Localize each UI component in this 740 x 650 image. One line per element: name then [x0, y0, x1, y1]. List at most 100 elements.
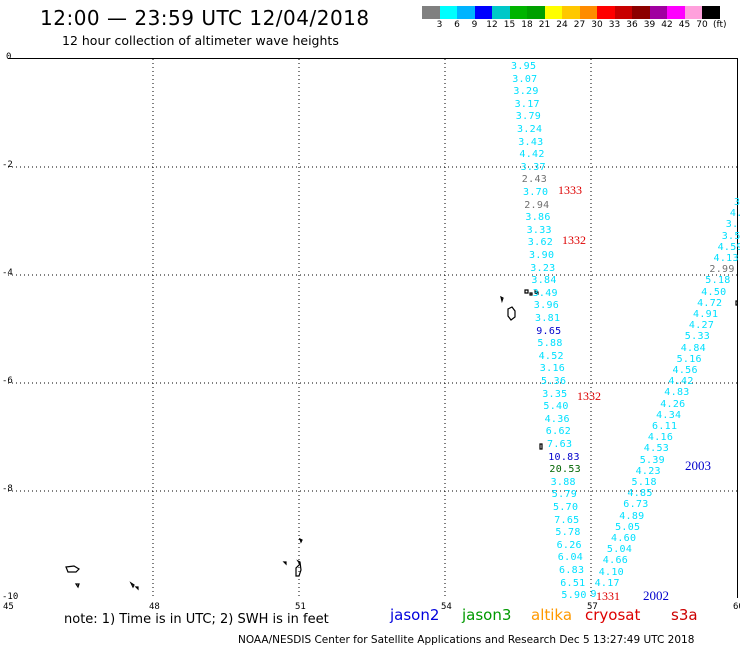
wave-height-value: 4.10 — [598, 566, 624, 578]
wave-height-value: 3.81 — [535, 313, 561, 324]
map-plot — [8, 58, 738, 599]
wave-height-value: 6.11 — [652, 421, 678, 432]
wave-height-value: 5.33 — [684, 331, 711, 343]
color-swatch — [527, 6, 545, 19]
wave-height-value: 4.23 — [635, 465, 661, 477]
x-tick-label: 45 — [3, 602, 14, 612]
wave-height-value: 4.16 — [647, 432, 674, 444]
units-note: note: 1) Time is in UTC; 2) SWH is in fe… — [64, 612, 329, 627]
wave-height-value: 3.84 — [531, 275, 557, 287]
sat-number-2002: 2002 — [643, 588, 669, 603]
wave-height-value: 3. — [734, 197, 740, 208]
color-scale-label: 3 — [436, 20, 443, 30]
satellite-legend-jason3: jason3 — [462, 606, 512, 624]
y-tick-label: -4 — [2, 268, 13, 278]
satellite-legend-altika: altika — [531, 606, 573, 624]
color-scale-label: 18 — [521, 20, 533, 30]
rev-label-1333: 1333 — [558, 183, 582, 197]
wave-height-value: 3.62 — [527, 237, 554, 249]
wave-height-value: 4.52 — [538, 350, 564, 362]
island-outlines — [65, 289, 738, 591]
page-subtitle: 12 hour collection of altimeter wave hei… — [62, 33, 339, 48]
color-swatch — [439, 6, 457, 19]
color-swatch — [579, 6, 597, 19]
wave-height-value: 2.99 — [709, 264, 735, 276]
color-scale-label: 9 — [471, 20, 478, 30]
wave-height-value: 10.83 — [548, 451, 580, 463]
color-swatch — [667, 6, 685, 19]
color-scale-labels: 3 6 9 12 15 18 21 24 27 30 33 36 39 42 45 70 — [422, 20, 737, 34]
wave-height-value: 3.43 — [518, 136, 544, 148]
color-swatch — [544, 6, 562, 19]
wave-height-value: 9.65 — [536, 325, 562, 337]
color-scale-label: 42 — [661, 20, 673, 30]
wave-height-value: 3.70 — [523, 187, 549, 198]
color-swatch — [684, 6, 702, 19]
rev-label-1332-a: 1332 — [562, 233, 586, 247]
wave-height-value: 5.90 — [561, 590, 587, 602]
wave-height-value: 3.33 — [526, 224, 552, 236]
wave-height-value: 4.42 — [519, 149, 545, 161]
color-swatch — [649, 6, 667, 19]
wave-height-value: 6.26 — [556, 539, 582, 551]
color-scale-label: 70 — [696, 20, 708, 30]
wave-height-value: 4.26 — [660, 398, 686, 410]
wave-height-value: 4.36 — [544, 413, 570, 425]
color-swatch — [614, 6, 632, 19]
color-scale-label: 12 — [486, 20, 498, 30]
y-tick-label: -8 — [2, 484, 13, 494]
color-scale — [422, 6, 720, 19]
wave-height-value: 6.04 — [557, 552, 584, 564]
wave-height-value: 4.13 — [713, 253, 739, 264]
y-tick-label: -2 — [2, 160, 13, 170]
wave-height-value: 5.16 — [676, 353, 702, 365]
wave-height-value: 3.86 — [525, 212, 551, 224]
wave-height-value: 3.90 — [529, 250, 555, 261]
color-scale-label: 30 — [591, 20, 603, 30]
wave-height-value: 6.51 — [560, 577, 586, 589]
wave-height-value: 4.50 — [701, 286, 727, 298]
wave-height-value: 4.66 — [602, 555, 629, 567]
y-tick-label: -10 — [2, 592, 19, 602]
wave-height-value: 5.18 — [631, 477, 657, 488]
wave-height-value: 3.95 — [511, 61, 537, 72]
wave-height-value: 3.23 — [530, 262, 556, 274]
rev-label-1331: 1331 — [596, 589, 620, 603]
wave-height-value: 4.72 — [697, 297, 723, 309]
color-scale-label: 39 — [643, 20, 656, 30]
color-scale-label: 6 — [454, 20, 460, 30]
wave-height-value: 3.79 — [515, 111, 542, 123]
wave-height-value: 5.39 — [639, 454, 665, 466]
wave-height-value: 3. — [725, 219, 739, 231]
color-scale-label: 33 — [608, 20, 621, 30]
wave-height-value: 4.89 — [619, 510, 645, 522]
color-swatch — [457, 6, 475, 19]
wave-height-value: 5.05 — [615, 521, 641, 533]
y-tick-label: -6 — [2, 376, 13, 386]
wave-height-value: 3.5 — [721, 230, 740, 242]
wave-height-value: 4.91 — [693, 309, 719, 320]
satellite-legend-s3a: s3a — [671, 606, 698, 624]
color-scale-unit: (ft) — [713, 20, 727, 30]
wave-height-value: 6.62 — [545, 426, 572, 438]
color-scale-label: 36 — [626, 20, 638, 30]
wave-height-value: 5.36 — [541, 376, 567, 387]
wave-height-value: 4.59 — [717, 241, 740, 253]
wave-height-value: 5.18 — [705, 275, 731, 287]
wave-height-value: 3.88 — [550, 476, 576, 488]
satellite-legend-cryosat: cryosat — [585, 606, 641, 624]
x-tick-label: 60 — [733, 602, 740, 612]
wave-height-value: 3.35 — [542, 388, 568, 400]
color-swatch — [474, 6, 492, 19]
wave-height-value: 2.94 — [524, 199, 550, 211]
color-scale-label: 21 — [538, 20, 551, 30]
wave-height-value: 5.79 — [551, 489, 578, 501]
wave-height-value: 4.53 — [643, 443, 670, 455]
sat-number-2003: 2003 — [685, 458, 711, 473]
wave-height-value: 4.34 — [656, 409, 682, 421]
wave-height-value: 3.16 — [539, 363, 566, 375]
page-title: 12:00 — 23:59 UTC 12/04/2018 — [40, 6, 370, 30]
wave-height-value: 5.40 — [543, 401, 569, 413]
x-tick-label: 51 — [295, 602, 306, 612]
wave-height-value: 5.04 — [606, 544, 633, 556]
